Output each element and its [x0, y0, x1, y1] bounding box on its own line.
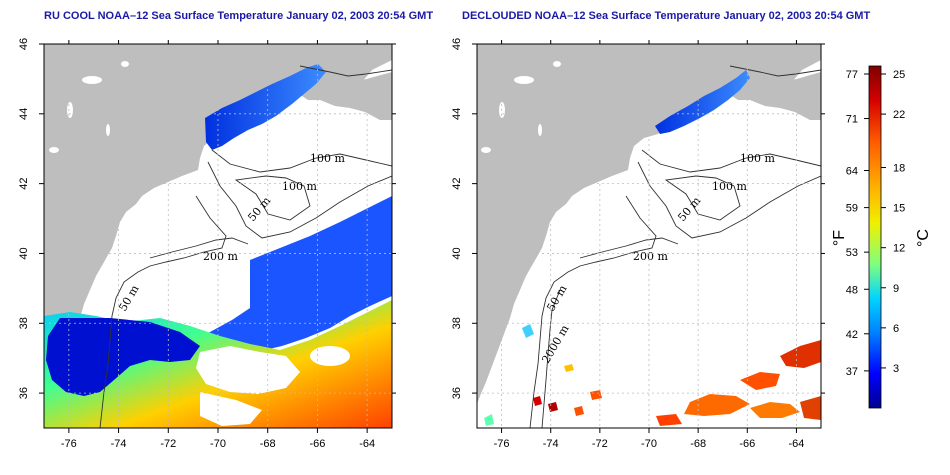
contour-label: 100 m [310, 152, 345, 165]
y-tick-label: 36 [451, 387, 463, 399]
y-tick-label: 36 [18, 387, 30, 399]
celsius-tick-label: 15 [893, 203, 905, 215]
colorbar-gradient [868, 65, 882, 409]
contour-label: 200 m [203, 250, 238, 263]
fahrenheit-tick-label: 59 [846, 203, 858, 215]
celsius-tick-label: 3 [893, 363, 899, 375]
left-map-title: RU COOL NOAA–12 Sea Surface Temperature … [44, 10, 434, 22]
celsius-tick-label: 12 [893, 243, 905, 255]
right-gulf-maine-sst [655, 70, 750, 134]
contour-label: 100 m [740, 152, 775, 165]
x-tick-label: -72 [592, 438, 608, 450]
colorbar: 25 22 18 15 12 9 6 3 77 71 64 59 53 48 42 37 °F °C [831, 65, 932, 409]
celsius-tick-label: 18 [893, 163, 905, 175]
y-tick-label: 40 [18, 247, 30, 259]
left-land-nova-scotia [320, 72, 392, 120]
right-contours [529, 65, 821, 428]
right-axes: -76 -74 -72 -70 -68 -66 -64 36 38 40 42 44 46 [451, 38, 825, 450]
x-tick-label: -72 [160, 438, 176, 450]
fahrenheit-tick-label: 42 [846, 329, 858, 341]
left-axes: -76 -74 -72 -70 -68 -66 -64 36 38 40 42 44 46 [18, 38, 396, 450]
x-tick-label: -66 [309, 438, 325, 450]
left-coastal-blue [46, 318, 200, 396]
fahrenheit-tick-label: 37 [846, 366, 858, 378]
left-contours [99, 65, 392, 428]
x-tick-label: -76 [494, 438, 510, 450]
y-tick-label: 38 [451, 317, 463, 329]
y-tick-label: 46 [18, 38, 30, 50]
left-gulf-maine-sst [205, 64, 326, 150]
x-tick-label: -68 [690, 438, 706, 450]
left-lakes [49, 61, 129, 153]
x-tick-label: -74 [543, 438, 559, 450]
left-land [44, 44, 392, 404]
x-tick-label: -70 [641, 438, 657, 450]
y-tick-label: 40 [451, 247, 463, 259]
y-tick-label: 44 [451, 108, 463, 120]
x-tick-label: -76 [61, 438, 77, 450]
right-land-nova-scotia [750, 72, 821, 120]
x-tick-label: -70 [210, 438, 226, 450]
celsius-tick-label: 25 [893, 69, 905, 81]
right-warm-patches [484, 324, 821, 426]
right-land [477, 44, 821, 404]
x-tick-label: -64 [788, 438, 804, 450]
x-tick-label: -64 [359, 438, 375, 450]
x-tick-label: -68 [260, 438, 276, 450]
contour-label: 200 m [633, 250, 668, 263]
right-map-title: DECLOUDED NOAA–12 Sea Surface Temperatur… [462, 10, 871, 22]
contour-label: 100 m [712, 180, 747, 193]
colorbar-ticks: 25 22 18 15 12 9 6 3 77 71 64 59 53 48 42 37 [846, 69, 906, 378]
left-clouds [196, 346, 350, 426]
y-tick-label: 46 [451, 38, 463, 50]
left-offshore-blue [190, 196, 392, 354]
y-tick-label: 44 [18, 108, 30, 120]
celsius-unit-label: °C [915, 229, 932, 247]
celsius-tick-label: 22 [893, 109, 905, 121]
x-tick-label: -74 [111, 438, 127, 450]
fahrenheit-tick-label: 53 [846, 247, 858, 259]
fahrenheit-tick-label: 64 [846, 166, 858, 178]
fahrenheit-tick-label: 71 [846, 114, 858, 126]
y-tick-label: 42 [451, 178, 463, 190]
celsius-tick-label: 6 [893, 323, 899, 335]
contour-label: 100 m [282, 180, 317, 193]
fahrenheit-unit-label: °F [831, 230, 848, 246]
fahrenheit-tick-label: 48 [846, 284, 858, 296]
y-tick-label: 42 [18, 178, 30, 190]
x-tick-label: -66 [739, 438, 755, 450]
fahrenheit-tick-label: 77 [846, 69, 858, 81]
celsius-tick-label: 9 [893, 283, 899, 295]
y-tick-label: 38 [18, 317, 30, 329]
